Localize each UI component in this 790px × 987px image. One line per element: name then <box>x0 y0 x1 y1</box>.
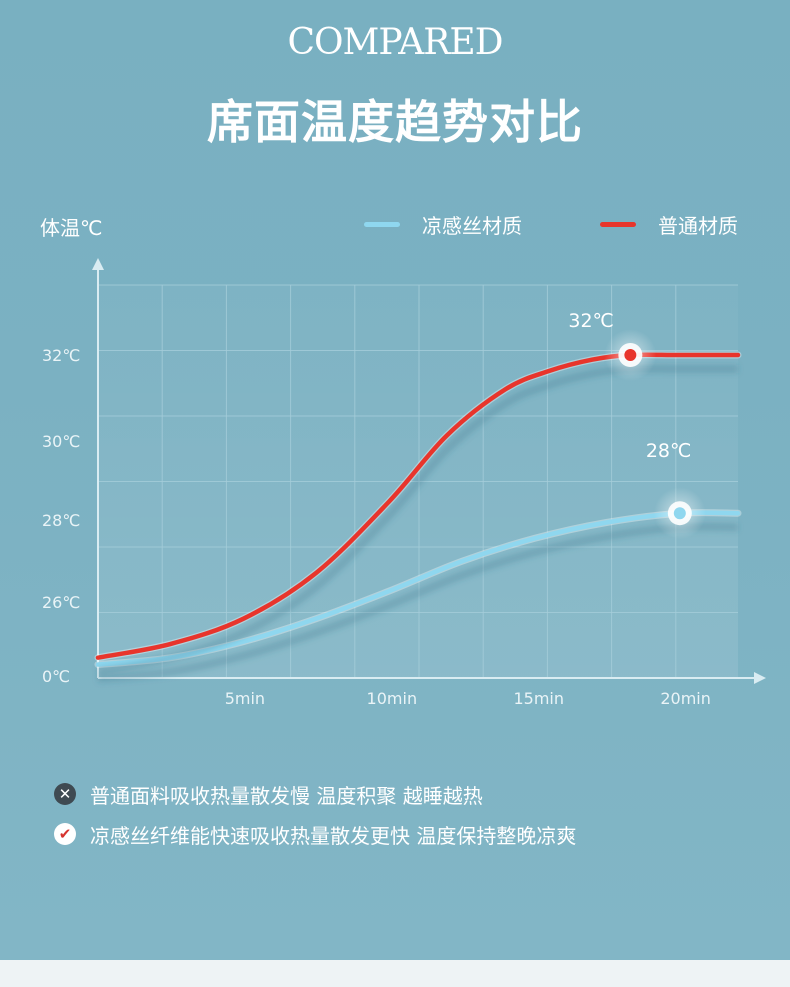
axes <box>92 258 766 684</box>
end-markers: 28℃ 32℃ <box>568 310 706 540</box>
note-row-regular: ✕ 普通面料吸收热量散发慢 温度积聚 越睡越热 <box>54 774 576 814</box>
legend-item-warm: 普通材质 <box>600 210 738 238</box>
legend-label-cool: 凉感丝材质 <box>422 213 522 238</box>
temperature-chart: 0℃ 26℃ 28℃ 30℃ 32℃ 5min 10min 15min 20min 28℃ 32℃ <box>42 258 766 708</box>
page-title: 席面温度趋势对比 <box>207 95 583 149</box>
y-tick-label: 32℃ <box>42 346 80 365</box>
check-icon: ✔ <box>54 823 76 845</box>
y-axis-arrow-icon <box>92 258 104 270</box>
notes-list: ✕ 普通面料吸收热量散发慢 温度积聚 越睡越热 ✔ 凉感丝纤维能快速吸收热量散发… <box>54 774 576 854</box>
tick-labels: 0℃ 26℃ 28℃ 30℃ 32℃ 5min 10min 15min 20min <box>42 346 711 708</box>
x-tick-label: 20min <box>660 689 711 708</box>
legend-label-warm: 普通材质 <box>658 213 738 238</box>
note-text-cool: 凉感丝纤维能快速吸收热量散发更快 温度保持整晚凉爽 <box>90 823 577 848</box>
end-label-cool: 28℃ <box>646 440 692 462</box>
x-tick-label: 5min <box>225 689 265 708</box>
series-shadow <box>97 522 739 683</box>
y-tick-label: 30℃ <box>42 432 80 451</box>
legend-item-cool: 凉感丝材质 <box>364 210 522 238</box>
x-tick-label: 10min <box>367 689 418 708</box>
y-tick-label: 28℃ <box>42 511 80 530</box>
note-row-cool: ✔ 凉感丝纤维能快速吸收热量散发更快 温度保持整晚凉爽 <box>54 814 576 854</box>
x-axis-arrow-icon <box>754 672 766 684</box>
marker-dot-cool <box>673 507 686 520</box>
brand-heading: COMPARED <box>287 22 503 63</box>
x-tick-label: 15min <box>513 689 564 708</box>
y-axis-label: 体温℃ <box>40 216 103 240</box>
legend-swatch-cool <box>364 221 400 227</box>
end-label-warm: 32℃ <box>568 310 614 332</box>
cross-icon: ✕ <box>54 783 76 805</box>
y-tick-label: 0℃ <box>42 667 70 686</box>
bottom-strip <box>0 960 790 987</box>
legend-swatch-warm <box>600 221 636 227</box>
marker-dot-warm <box>624 349 637 361</box>
y-tick-label: 26℃ <box>42 593 80 612</box>
note-text-regular: 普通面料吸收热量散发慢 温度积聚 越睡越热 <box>90 783 483 808</box>
